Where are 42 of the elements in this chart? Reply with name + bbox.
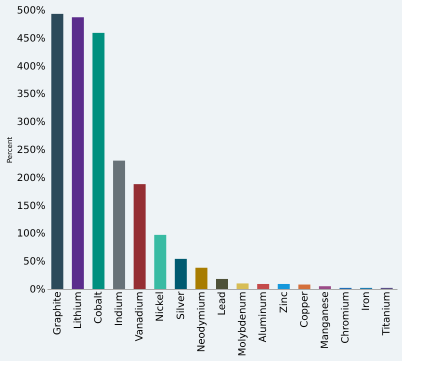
bar	[113, 160, 126, 289]
y-tick-label: 300%	[16, 117, 46, 128]
y-tick-label: 0%	[30, 284, 46, 296]
x-tick-label: Nickel	[155, 292, 166, 322]
x-tick-label: Chromium	[340, 292, 352, 344]
x-tick-label: Molybdenum	[238, 292, 249, 356]
x-tick-label: Vanadium	[134, 292, 146, 342]
x-tick-label: Cobalt	[93, 291, 104, 324]
bar	[154, 234, 166, 289]
y-tick-label: 200%	[16, 172, 46, 184]
x-tick-label: Aluminum	[258, 292, 270, 342]
x-tick-label: Zinc	[278, 292, 290, 313]
bar	[318, 286, 331, 289]
bar	[257, 284, 270, 289]
x-tick-label: Indium	[114, 292, 126, 326]
bar	[216, 278, 228, 289]
bar	[72, 17, 84, 289]
bar	[51, 14, 64, 289]
y-tick-label: 250%	[16, 145, 46, 156]
bar	[236, 283, 249, 289]
x-tick-label: Manganese	[320, 292, 331, 349]
x-tick-label: Graphite	[52, 292, 64, 336]
y-tick-label: 100%	[16, 228, 46, 240]
x-tick-label: Copper	[299, 290, 310, 328]
x-tick-label: Silver	[176, 290, 187, 320]
x-tick-label: Lead	[217, 292, 228, 316]
y-tick-label: 450%	[16, 33, 46, 44]
y-tick-label: 150%	[16, 200, 46, 212]
y-tick-label: 350%	[16, 89, 46, 100]
bar	[174, 258, 187, 289]
x-tick-label: Titanium	[382, 292, 393, 336]
y-tick-label: 50%	[23, 256, 46, 268]
y-tick-label: 500%	[16, 6, 46, 16]
bar	[278, 284, 290, 289]
y-tick-label: 400%	[16, 61, 46, 72]
bar	[134, 184, 146, 289]
x-tick-label: Lithium	[72, 292, 84, 329]
bar	[195, 268, 208, 289]
x-tick-label: Iron	[361, 292, 372, 311]
bar	[298, 284, 310, 289]
bar	[92, 32, 104, 289]
x-tick-label: Neodymium	[196, 292, 208, 352]
